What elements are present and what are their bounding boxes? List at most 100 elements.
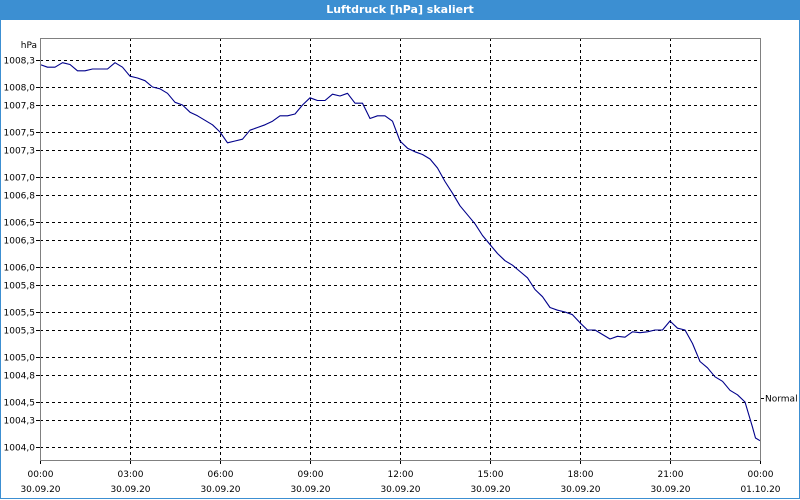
data-point	[234, 140, 235, 141]
data-point	[407, 148, 408, 149]
y-axis: 1008,3 1008,0 1007,8 1007,5 1007,3 1007,0 1006…	[4, 57, 40, 454]
data-point	[377, 115, 378, 116]
x-tick-time-label: 15:00	[478, 470, 504, 480]
y-tick-label: 1005,0	[4, 354, 36, 364]
y-tick-label: 1007,0	[4, 174, 36, 184]
data-point	[557, 310, 558, 311]
data-point	[534, 289, 535, 290]
y-tick-label: 1005,5	[4, 309, 36, 319]
y-tick-label: 1006,3	[4, 237, 36, 247]
data-point	[647, 331, 648, 332]
x-tick-date-label: 30.09.20	[470, 485, 510, 495]
data-point	[69, 64, 70, 65]
data-point	[264, 124, 265, 125]
reference-lines: Normal	[760, 395, 798, 405]
y-tick-label: 1008,0	[4, 84, 36, 94]
data-point	[287, 115, 288, 116]
data-point	[92, 68, 93, 69]
data-point	[204, 120, 205, 121]
y-tick-label: 1004,8	[4, 372, 36, 382]
data-point	[662, 329, 663, 330]
data-point	[152, 86, 153, 87]
series-group	[39, 62, 761, 442]
data-point	[189, 112, 190, 113]
y-tick-label: 1006,8	[4, 192, 36, 202]
data-point	[617, 336, 618, 337]
data-point	[129, 76, 130, 77]
data-point	[257, 127, 258, 128]
data-point	[519, 271, 520, 272]
data-point	[467, 214, 468, 215]
data-point	[84, 70, 85, 71]
x-tick-date-label: 30.09.20	[560, 485, 600, 495]
data-point	[219, 131, 220, 132]
data-point	[564, 311, 565, 312]
data-point	[609, 338, 610, 339]
x-tick-time-label: 12:00	[388, 470, 414, 480]
x-tick-date-label: 30.09.20	[290, 485, 330, 495]
x-tick-time-label: 00:00	[748, 470, 774, 480]
data-point	[384, 115, 385, 116]
x-tick-time-label: 03:00	[118, 470, 144, 480]
data-point	[497, 253, 498, 254]
x-tick-date-label: 30.09.20	[110, 485, 150, 495]
data-point	[549, 307, 550, 308]
data-point	[707, 367, 708, 368]
grid-lines	[40, 38, 760, 460]
data-point	[489, 244, 490, 245]
data-point	[755, 437, 756, 438]
data-point	[654, 329, 655, 330]
data-point	[669, 320, 670, 321]
data-point	[587, 329, 588, 330]
data-point	[429, 158, 430, 159]
x-tick-date-label: 01.10.20	[740, 485, 780, 495]
data-point	[114, 62, 115, 63]
y-tick-label: 1005,8	[4, 282, 36, 292]
data-point	[272, 121, 273, 122]
y-tick-label: 1004,0	[4, 444, 36, 454]
data-point	[459, 205, 460, 206]
data-point	[182, 104, 183, 105]
window-title: Luftdruck [hPa] skaliert	[0, 0, 800, 20]
y-tick-label: 1006,5	[4, 219, 36, 229]
data-point	[414, 151, 415, 152]
data-point	[302, 104, 303, 105]
data-point	[317, 100, 318, 101]
data-point	[684, 329, 685, 330]
data-point	[324, 100, 325, 101]
data-point	[279, 115, 280, 116]
data-point	[699, 361, 700, 362]
data-point	[197, 115, 198, 116]
x-tick-time-label: 21:00	[658, 470, 684, 480]
data-point	[47, 67, 48, 68]
data-point	[54, 67, 55, 68]
data-point	[107, 68, 108, 69]
data-point	[77, 70, 78, 71]
x-tick-date-label: 30.09.20	[20, 485, 60, 495]
data-point	[572, 314, 573, 315]
data-point	[309, 97, 310, 98]
data-point	[332, 94, 333, 95]
y-tick-label: 1005,3	[4, 327, 36, 337]
data-point	[354, 103, 355, 104]
data-point	[714, 376, 715, 377]
y-tick-label: 1007,5	[4, 129, 36, 139]
data-point	[227, 142, 228, 143]
x-tick-time-label: 00:00	[28, 470, 54, 480]
data-point	[444, 181, 445, 182]
y-tick-label: 1004,5	[4, 399, 36, 409]
data-point	[294, 113, 295, 114]
data-point	[249, 130, 250, 131]
y-tick-label: 1004,3	[4, 417, 36, 427]
data-point	[437, 167, 438, 168]
data-point	[677, 328, 678, 329]
data-point	[512, 265, 513, 266]
data-point	[347, 93, 348, 94]
data-point	[504, 260, 505, 261]
data-point	[137, 77, 138, 78]
y-tick-label: 1008,3	[4, 57, 36, 67]
x-tick-time-label: 18:00	[568, 470, 594, 480]
x-tick-date-label: 30.09.20	[380, 485, 420, 495]
data-point	[452, 193, 453, 194]
